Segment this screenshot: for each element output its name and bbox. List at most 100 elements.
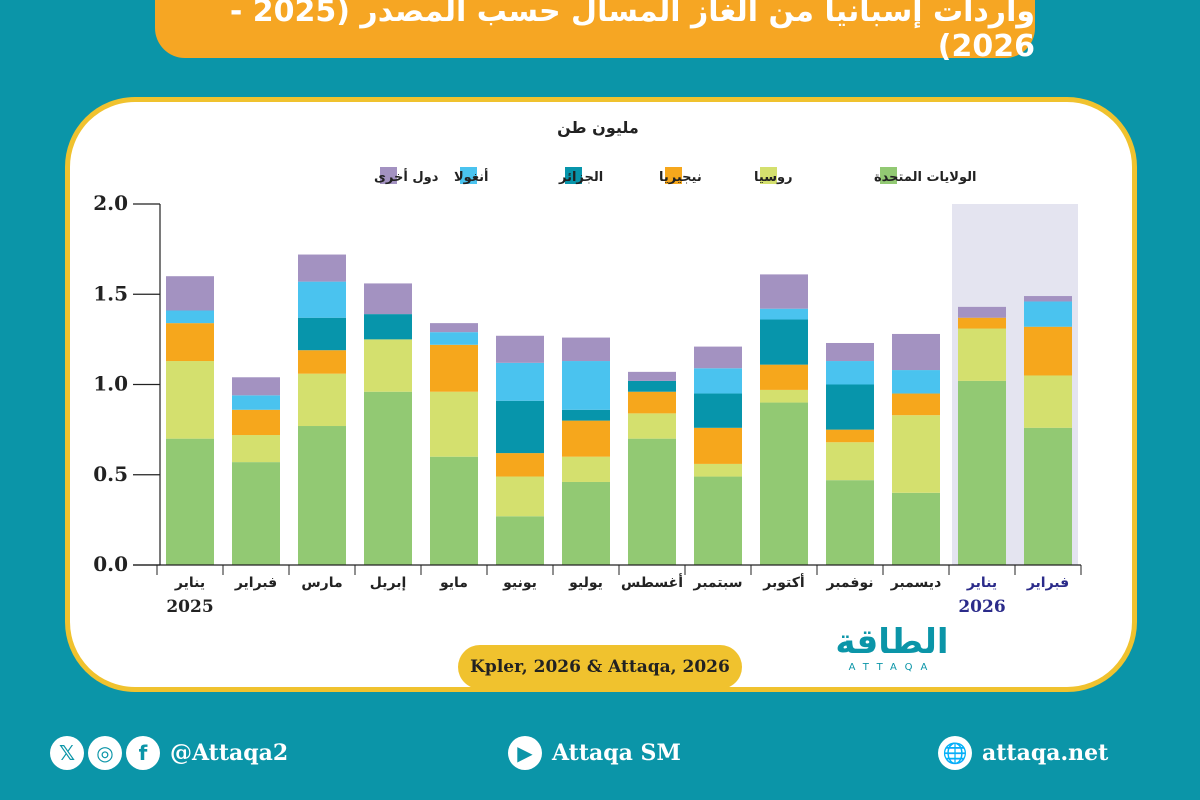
bar-segment [760, 274, 808, 309]
bar-segment [232, 435, 280, 463]
bar-segment [496, 335, 544, 363]
legend-swatch [665, 167, 682, 184]
y-axis-label: مليون طن [557, 118, 639, 137]
legend-label: دول أخرى [374, 168, 439, 185]
legend-swatch [460, 167, 477, 184]
bar-segment [760, 308, 808, 320]
x-tick-label: مارس [301, 575, 342, 591]
bar-segment [694, 368, 742, 394]
bar-segment [430, 391, 478, 457]
bar-segment [628, 438, 676, 565]
bar-segment [496, 476, 544, 517]
attaqa-logo: الطاقة ATTAQA [812, 622, 972, 682]
chart-title: واردات إسبانيا من الغاز المسال حسب المصد… [229, 0, 1035, 64]
x-tick-label: يناير [174, 575, 205, 591]
y-tick-label: 2.0 [93, 191, 128, 215]
bar-segment [298, 254, 346, 282]
bar-segment [562, 456, 610, 482]
y-tick-label: 1.5 [93, 281, 128, 305]
title-bar: واردات إسبانيا من الغاز المسال حسب المصد… [155, 0, 1035, 64]
x-tick-label: أكتوبر [762, 573, 804, 591]
bar-segment [166, 276, 214, 311]
bar-segment [298, 350, 346, 374]
bar-segment [430, 323, 478, 333]
bar-segment [1024, 427, 1072, 565]
bar-segment [694, 346, 742, 369]
bar-segment [892, 370, 940, 394]
bar-segment [826, 384, 874, 430]
x-tick-label: يناير [966, 575, 997, 591]
x-tick-label: فبراير [1026, 575, 1069, 591]
bar-segment [1024, 326, 1072, 376]
bar-segment [958, 306, 1006, 318]
bar-segment [430, 344, 478, 392]
bar-segment [760, 364, 808, 390]
bar-segment [826, 361, 874, 385]
bar-segment [430, 332, 478, 345]
facebook-icon[interactable]: f [126, 736, 160, 770]
bar-segment [694, 393, 742, 428]
logo-ar: الطاقة [835, 622, 949, 662]
x-tick-label: سبتمبر [692, 575, 742, 591]
social-handle[interactable]: @Attaqa2 [170, 740, 289, 766]
bar-segment [958, 380, 1006, 565]
bar-segment [232, 409, 280, 436]
legend-label: الجزائر [558, 170, 603, 185]
bar-segment [892, 492, 940, 565]
youtube-channel[interactable]: Attaqa SM [552, 740, 681, 766]
bar-segment [562, 361, 610, 410]
y-tick-label: 1.0 [93, 372, 128, 396]
bar-segment [298, 426, 346, 565]
bar-segment [826, 342, 874, 362]
website[interactable]: attaqa.net [982, 740, 1109, 766]
bar-segment [166, 310, 214, 324]
bar-segment [496, 362, 544, 401]
x-tick-label: ديسمبر [890, 575, 942, 591]
bar-segment [298, 317, 346, 351]
bar-segment [496, 453, 544, 477]
bar-segment [694, 463, 742, 477]
x-tick-label: نوفمبر [825, 575, 873, 591]
bar-segment [826, 429, 874, 443]
legend-swatch [380, 167, 397, 184]
youtube-icon[interactable]: ▶ [508, 736, 542, 770]
x-icon[interactable]: 𝕏 [50, 736, 84, 770]
legend-label: نيجيريا [659, 170, 702, 185]
bar-segment [364, 391, 412, 565]
bar-segment [760, 402, 808, 565]
bar-segment [958, 328, 1006, 381]
website-link: 🌐 attaqa.net [938, 725, 1108, 781]
bar-segment [364, 339, 412, 392]
youtube-link: ▶ Attaqa SM [508, 725, 681, 781]
legend-swatch [880, 167, 897, 184]
bar-segment [562, 420, 610, 457]
bar-segment [628, 391, 676, 414]
bar-segment [232, 377, 280, 396]
bar-segment [760, 389, 808, 403]
bar-segment [298, 281, 346, 318]
x-tick-label: يونيو [502, 575, 537, 591]
globe-icon[interactable]: 🌐 [938, 736, 972, 770]
bar-segment [1024, 296, 1072, 302]
bar-segment [892, 393, 940, 416]
bar-segment [826, 480, 874, 565]
bar-segment [166, 323, 214, 362]
x-tick-label: فبراير [234, 575, 277, 591]
bar-segment [694, 476, 742, 565]
year-label: 2025 [166, 597, 213, 617]
year-label: 2026 [958, 597, 1005, 617]
bar-segment [1024, 301, 1072, 327]
bar-segment [562, 481, 610, 565]
x-tick-label: يوليو [568, 575, 603, 591]
instagram-icon[interactable]: ◎ [88, 736, 122, 770]
social-links: 𝕏 ◎ f @Attaqa2 [50, 725, 288, 781]
bar-segment [958, 317, 1006, 329]
bar-segment [892, 333, 940, 371]
bar-segment [232, 395, 280, 410]
legend-label: أنغولا [454, 168, 489, 185]
bar-segment [628, 380, 676, 392]
x-tick-label: أغسطس [621, 573, 683, 591]
bar-segment [562, 409, 610, 421]
x-tick-label: مايو [439, 575, 468, 591]
